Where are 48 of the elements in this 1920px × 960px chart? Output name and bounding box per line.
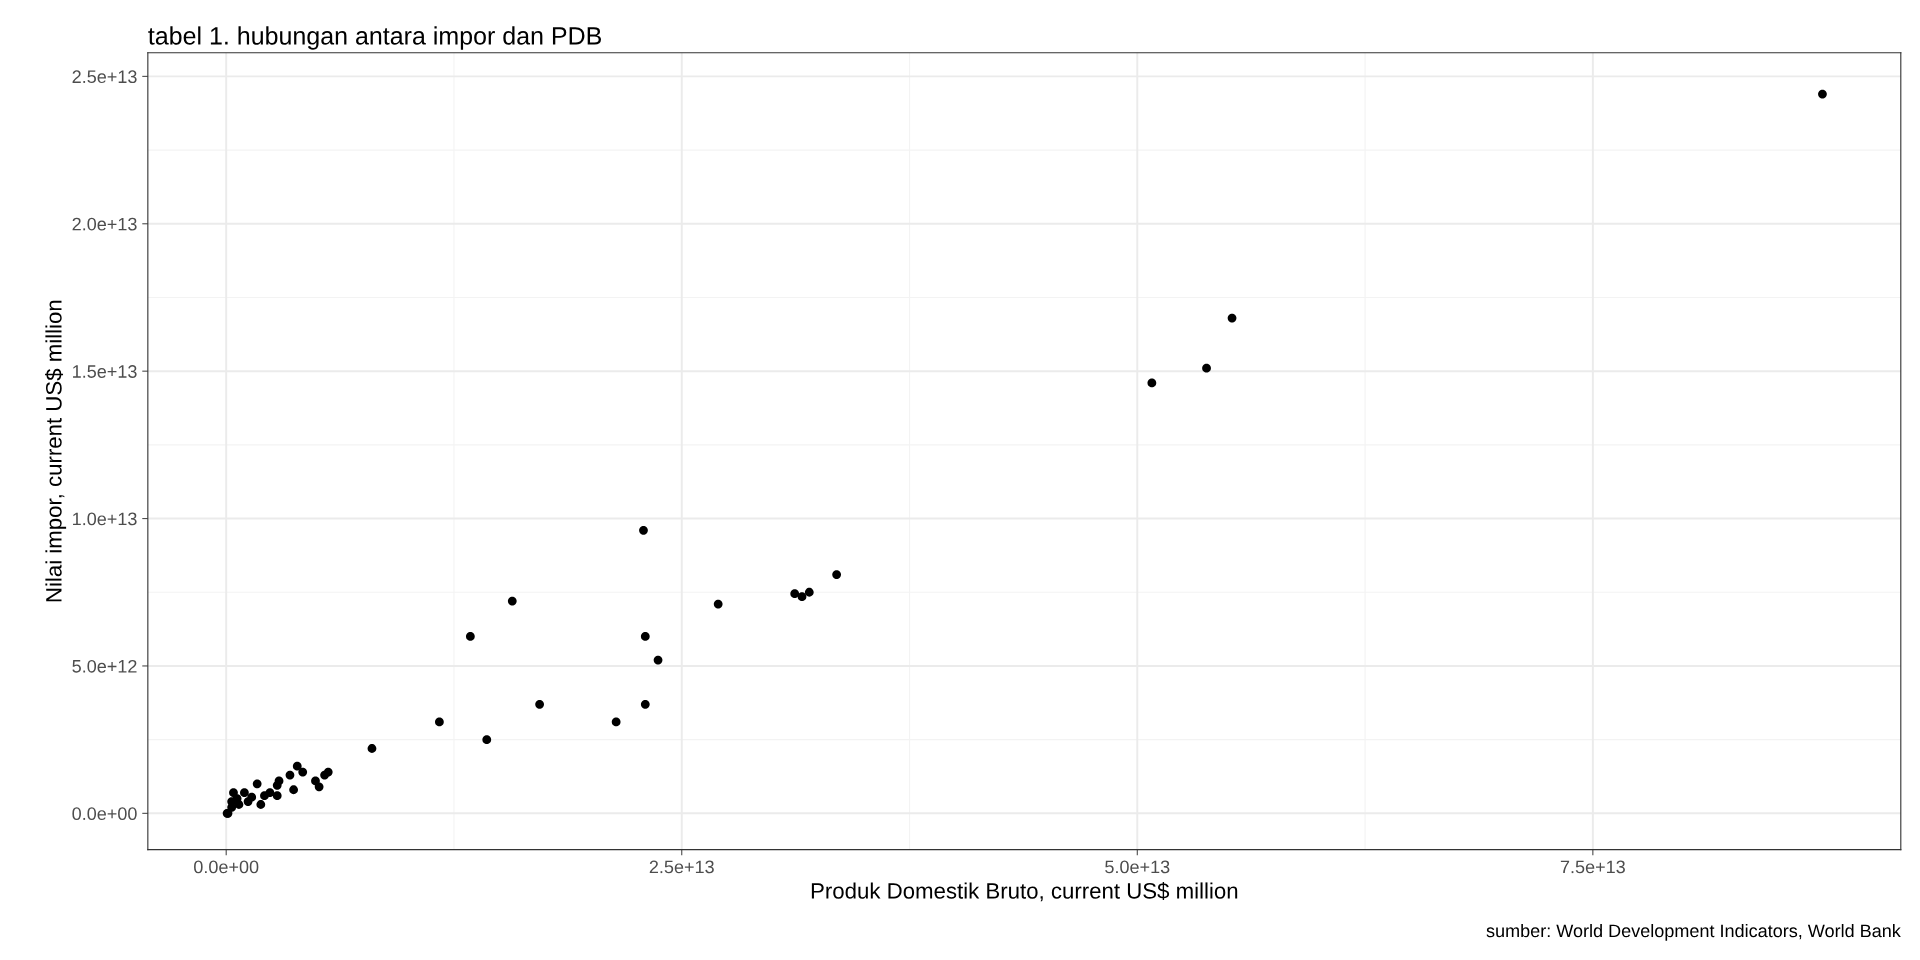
y-tick-label: 1.0e+13 xyxy=(73,512,137,526)
point xyxy=(435,717,444,727)
point xyxy=(292,761,302,771)
chart-title: tabel 1. hubungan antara impor dan PDB xyxy=(148,26,601,50)
point xyxy=(640,699,650,709)
point xyxy=(535,699,545,709)
x-tick-label: 2.5e+13 xyxy=(649,860,714,874)
point xyxy=(243,797,253,806)
point xyxy=(367,744,377,753)
point xyxy=(320,770,329,780)
point xyxy=(482,735,492,745)
point xyxy=(653,655,663,665)
point xyxy=(285,770,295,780)
point xyxy=(640,632,650,641)
y-tick-label: 2.0e+13 xyxy=(72,217,137,231)
point xyxy=(465,632,475,641)
point xyxy=(256,800,266,809)
y-tick-label: 2.5e+13 xyxy=(72,70,137,84)
point xyxy=(240,788,249,798)
point xyxy=(272,791,282,801)
point xyxy=(232,794,242,803)
point xyxy=(289,785,299,795)
point xyxy=(797,592,807,602)
point xyxy=(1818,89,1827,99)
x-tick-label: 0.0e+00 xyxy=(194,860,259,874)
y-tick-label: 5.0e+12 xyxy=(72,659,137,673)
point xyxy=(1227,313,1237,323)
point xyxy=(507,596,517,606)
point xyxy=(790,589,800,599)
point xyxy=(804,587,814,597)
x-tick-label: 7.5e+13 xyxy=(1560,860,1625,874)
point xyxy=(639,525,648,535)
point xyxy=(611,717,621,727)
point xyxy=(298,767,308,777)
x-axis-title: Produk Domestik Bruto, current US$ million xyxy=(811,882,1238,902)
y-axis-title: Nilai impor, current US$ million xyxy=(45,300,67,602)
point xyxy=(832,570,842,579)
point xyxy=(260,791,269,801)
text: sumber: World Development Indicators, World Bank xyxy=(1486,923,1901,941)
point xyxy=(314,782,324,792)
x-tick-label: 5.0e+13 xyxy=(1105,860,1170,874)
point xyxy=(252,779,262,789)
point xyxy=(1147,378,1157,388)
point xyxy=(713,599,723,609)
point xyxy=(1202,363,1211,373)
point xyxy=(272,780,282,790)
y-tick-label: 0.0e+00 xyxy=(72,807,137,821)
y-tick-label: 1.5e+13 xyxy=(73,365,137,378)
